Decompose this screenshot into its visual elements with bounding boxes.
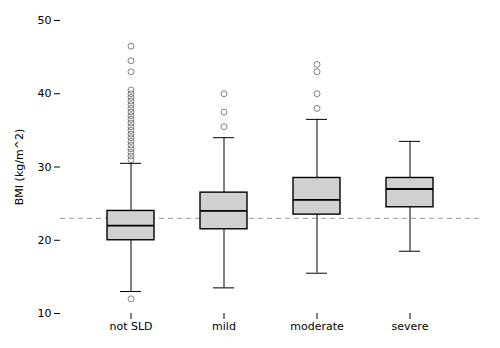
svg-text:BMI (kg/m^2): BMI (kg/m^2) (13, 129, 26, 205)
svg-text:mild: mild (212, 320, 236, 333)
svg-text:20: 20 (38, 234, 52, 247)
svg-text:50: 50 (38, 14, 52, 27)
svg-text:10: 10 (38, 307, 52, 320)
svg-text:30: 30 (38, 161, 52, 174)
svg-text:not SLD: not SLD (109, 320, 152, 333)
svg-text:moderate: moderate (290, 320, 344, 333)
svg-text:severe: severe (392, 320, 429, 333)
svg-text:40: 40 (38, 87, 52, 100)
